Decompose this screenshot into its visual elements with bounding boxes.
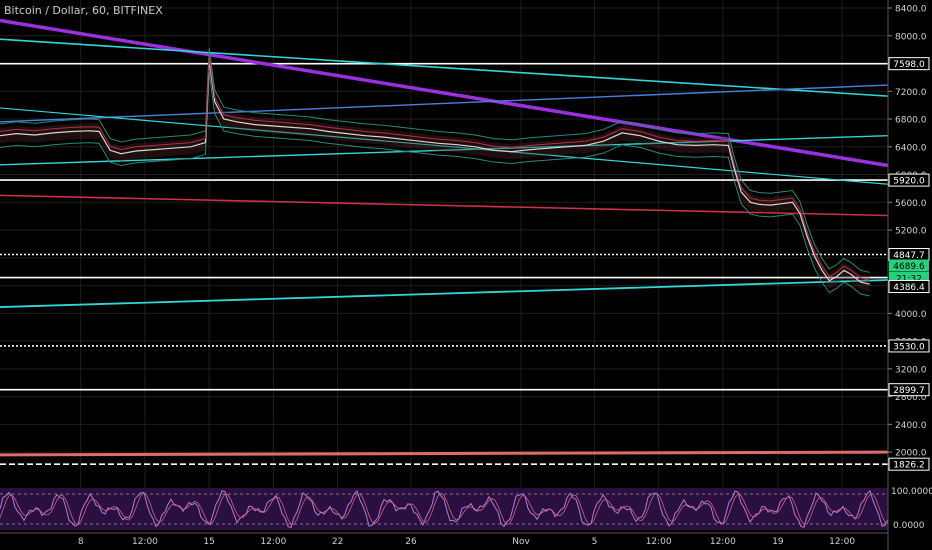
y-tick-label: 2000.0 [895, 449, 927, 459]
x-tick-label: 12:00 [132, 537, 158, 547]
price-band [0, 52, 870, 292]
trend-line-cyan [0, 38, 889, 97]
x-tick-label: 15 [203, 537, 214, 547]
oscillator-label-bottom: 0.0000 [893, 521, 925, 531]
price-badge-label: 21:32 [896, 274, 922, 284]
horizontal-levels [0, 62, 888, 465]
level-badge [888, 173, 930, 187]
chart-title: Bitcoin / Dollar, 60, BITFINEX [4, 4, 163, 17]
oscillator-line [0, 489, 889, 529]
y-tick-label: 8000.0 [895, 32, 927, 42]
oscillator-signal-line [0, 492, 889, 526]
time-axis[interactable]: 8 12:00 15 12:00 22 26 Nov 5 12:00 12:00 19 12:00 [0, 532, 888, 547]
y-tick-label: 5200.0 [895, 227, 927, 237]
level-badge [888, 57, 930, 71]
y-tick-label: 2800.0 [895, 393, 927, 403]
level-badge-label: 7598.0 [893, 60, 925, 70]
level-badge [888, 383, 930, 397]
oscillator-label-top: 100.0000 [891, 487, 932, 497]
level-badge [888, 280, 930, 294]
level-badge-label: 3530.0 [893, 342, 925, 352]
x-tick-label: 12:00 [710, 537, 736, 547]
x-tick-label: Nov [512, 537, 530, 547]
trend-line-salmon [0, 450, 889, 457]
y-tick-label: 3200.0 [895, 365, 927, 375]
x-tick-label: 12:00 [646, 537, 672, 547]
level-badge-label: 4847.7 [893, 251, 925, 261]
y-tick-label: 7200.0 [895, 88, 927, 98]
trend-line-red [0, 194, 889, 217]
level-badge-label: 5920.0 [893, 177, 925, 187]
x-tick-label: 26 [405, 537, 417, 547]
price-badge-label: 4689.6 [893, 262, 925, 272]
price-ma-line [0, 55, 870, 281]
x-tick-label: 8 [78, 537, 84, 547]
price-line [0, 59, 870, 285]
trend-line-purple [0, 18, 889, 168]
trend-lines [0, 18, 889, 457]
y-tick-label: 8400.0 [895, 5, 927, 15]
oscillator-pane [0, 488, 889, 530]
x-tick-label: 12:00 [260, 537, 286, 547]
level-badge-label: 1826.2 [893, 461, 925, 471]
price-series [0, 48, 870, 297]
y-tick-label: 5600.0 [895, 199, 927, 209]
level-badge [888, 339, 930, 353]
trend-line-cyan [0, 134, 889, 166]
level-badge [888, 457, 930, 471]
y-tick-label: 6800.0 [895, 116, 927, 126]
bollinger-lower [0, 71, 870, 297]
price-badge [889, 259, 929, 272]
bollinger-upper [0, 48, 870, 273]
x-tick-label: 19 [772, 537, 784, 547]
level-badge-label: 2899.7 [893, 386, 925, 396]
x-tick-label: 12:00 [829, 537, 855, 547]
y-tick-label: 6400.0 [895, 143, 927, 153]
level-badge-label: 4386.4 [893, 283, 925, 293]
x-tick-label: 5 [592, 537, 598, 547]
trend-line-blue [0, 84, 889, 123]
y-tick-label: 2400.0 [895, 421, 927, 431]
y-tick-label: 4000.0 [895, 310, 927, 320]
trend-line-cyan [0, 279, 889, 308]
price-badges: 7598.0 5920.0 4847.7 3530.0 2899.7 1826.2 4689… [888, 57, 930, 471]
trend-line-cyan [0, 107, 889, 185]
x-tick-label: 22 [332, 537, 343, 547]
